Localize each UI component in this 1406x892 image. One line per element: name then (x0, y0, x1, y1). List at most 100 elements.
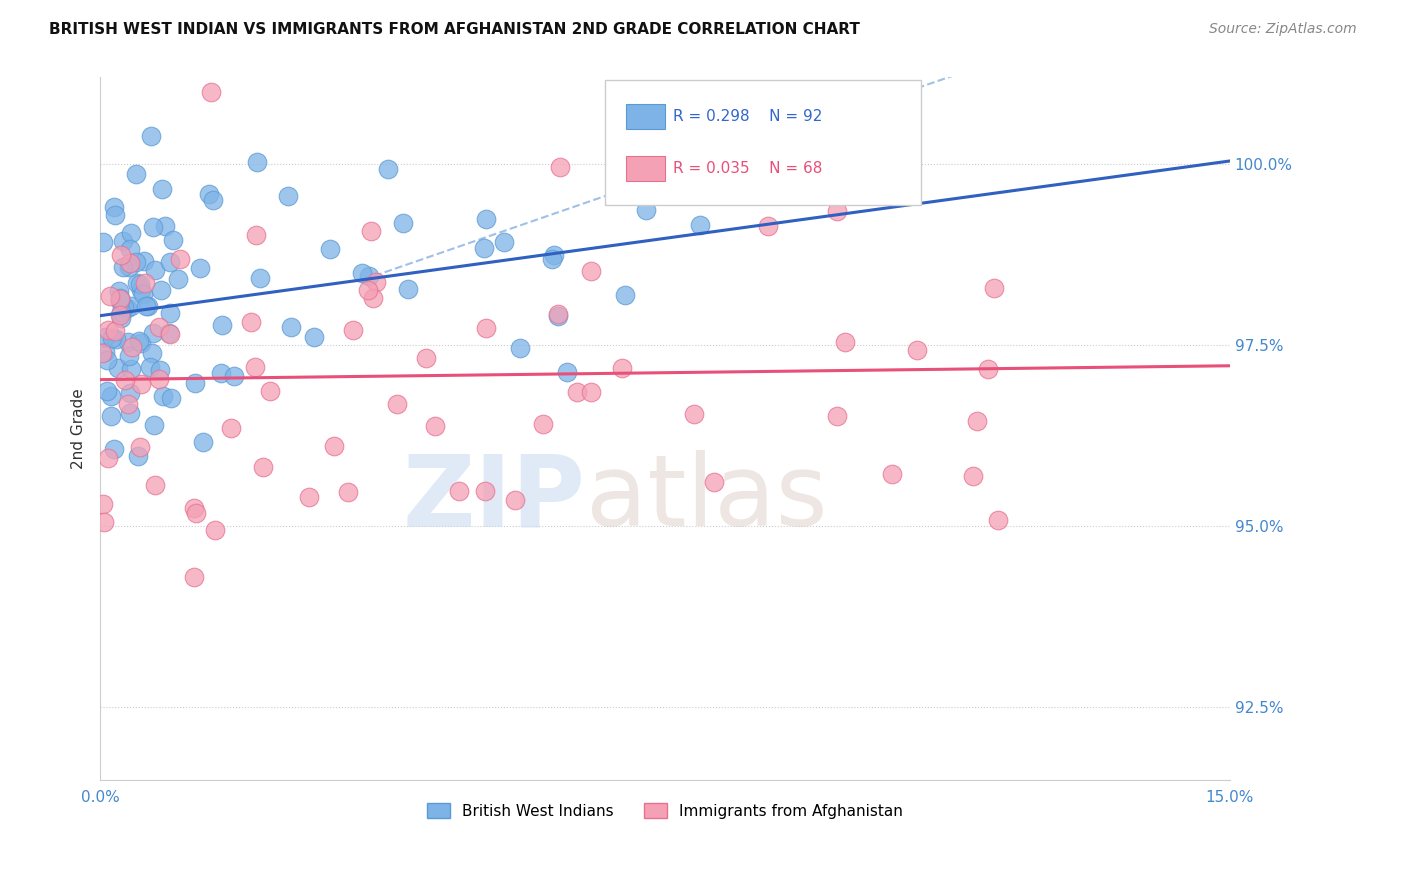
Point (280, 320, 302, 334)
Point (110, 309, 132, 323)
Point (342, 323, 364, 337)
Point (91, 345, 114, 359)
Point (120, 226, 142, 240)
Text: ZIP: ZIP (404, 450, 586, 547)
Point (509, 341, 531, 355)
Point (224, 368, 246, 383)
Point (987, 513, 1010, 527)
Point (581, 384, 603, 399)
Point (93, 235, 115, 249)
Point (756, 219, 779, 234)
Point (98, 289, 121, 303)
Point (259, 384, 281, 398)
Point (153, 219, 176, 233)
Point (505, 493, 527, 508)
Point (352, 266, 374, 280)
Point (319, 243, 342, 257)
Point (148, 372, 170, 386)
Point (252, 460, 274, 475)
Point (581, 264, 603, 278)
Point (377, 161, 399, 176)
Point (115, 301, 138, 315)
Point (141, 128, 163, 143)
Point (103, 200, 125, 214)
Point (825, 409, 848, 423)
Point (396, 282, 419, 296)
Point (475, 321, 498, 335)
Point (132, 253, 155, 268)
Point (162, 233, 184, 247)
Point (120, 242, 142, 256)
Point (100, 389, 122, 403)
Point (111, 234, 134, 248)
Text: BRITISH WEST INDIAN VS IMMIGRANTS FROM AFGHANISTAN 2ND GRADE CORRELATION CHART: BRITISH WEST INDIAN VS IMMIGRANTS FROM A… (49, 22, 860, 37)
Point (135, 299, 157, 313)
Point (565, 384, 588, 399)
Point (128, 334, 150, 349)
Point (143, 417, 166, 432)
Point (447, 484, 470, 499)
Point (120, 361, 142, 376)
Point (655, 173, 678, 187)
Point (120, 299, 142, 313)
Point (186, 506, 208, 520)
Point (977, 362, 1000, 376)
Point (125, 167, 148, 181)
Point (184, 376, 207, 390)
Point (118, 260, 141, 274)
Point (221, 421, 243, 435)
Point (204, 524, 226, 538)
Point (415, 351, 437, 365)
Point (198, 187, 221, 202)
Point (962, 469, 984, 483)
Point (128, 277, 150, 291)
Point (111, 260, 134, 275)
Point (134, 276, 156, 290)
Point (249, 271, 271, 285)
Point (127, 450, 149, 464)
Point (142, 220, 165, 235)
Point (548, 161, 571, 175)
Point (150, 181, 173, 195)
Point (117, 334, 139, 349)
Point (118, 255, 141, 269)
Point (547, 310, 569, 324)
Point (531, 417, 554, 432)
Point (983, 281, 1005, 295)
Point (540, 252, 562, 266)
Text: atlas: atlas (586, 450, 828, 547)
Point (169, 252, 191, 266)
Text: 15.0%: 15.0% (1205, 790, 1254, 805)
Point (125, 276, 148, 290)
Point (183, 500, 205, 515)
Point (966, 414, 988, 428)
Point (547, 307, 569, 321)
Point (359, 268, 381, 283)
Point (392, 216, 415, 230)
Legend: British West Indians, Immigrants from Afghanistan: British West Indians, Immigrants from Af… (420, 797, 910, 824)
Point (132, 287, 155, 301)
Point (183, 570, 205, 584)
Point (243, 359, 266, 374)
Point (129, 284, 152, 298)
Point (107, 360, 129, 375)
Point (93, 515, 115, 529)
Point (94, 330, 117, 344)
Point (139, 359, 162, 374)
Point (108, 291, 131, 305)
Point (152, 389, 174, 403)
Point (159, 306, 181, 320)
Point (209, 366, 232, 380)
Text: Source: ZipAtlas.com: Source: ZipAtlas.com (1209, 22, 1357, 37)
Point (357, 283, 380, 297)
Point (117, 396, 139, 410)
Point (94, 345, 117, 359)
Y-axis label: 2nd Grade: 2nd Grade (72, 388, 86, 469)
Point (148, 319, 170, 334)
Point (97, 323, 120, 337)
Point (211, 318, 233, 333)
Point (121, 340, 143, 354)
Point (129, 335, 152, 350)
Point (110, 310, 132, 325)
Point (703, 475, 725, 489)
